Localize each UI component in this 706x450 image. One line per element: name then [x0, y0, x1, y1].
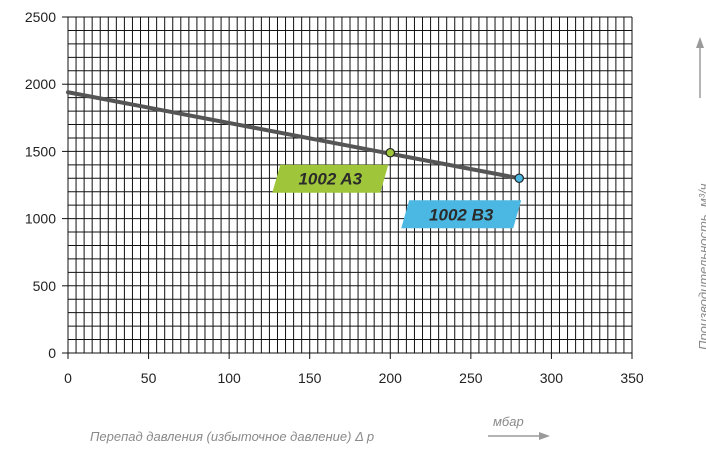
marker-point [514, 173, 524, 184]
y-tick-label: 1000 [25, 211, 56, 227]
series-line [66, 90, 522, 181]
marker-tags: 1002 A3 1002 B3 [272, 164, 522, 229]
y-tick-label: 2500 [25, 9, 56, 25]
marker-tag-label: 1002 A3 [298, 170, 362, 189]
x-tick-label: 50 [141, 370, 157, 386]
y-tick-label: 1500 [25, 143, 56, 159]
marker-tag: 1002 A3 [272, 164, 389, 193]
y-tick-label: 500 [33, 278, 57, 294]
marker-tag: 1002 B3 [401, 200, 522, 229]
marker-points [385, 147, 524, 184]
x-tick-label: 150 [298, 370, 322, 386]
y-tick-label: 0 [48, 345, 56, 361]
x-axis-arrow-icon [488, 432, 550, 440]
y-axis-arrow-icon [696, 37, 704, 98]
x-tick-label: 250 [459, 370, 483, 386]
marker-tag-background [272, 164, 389, 193]
x-tick-label: 300 [540, 370, 564, 386]
x-axis-label: Перепад давления (избыточное давление) Δ… [90, 429, 374, 444]
x-tick-label: 350 [620, 370, 644, 386]
marker-tag-label: 1002 B3 [429, 205, 494, 224]
y-tick-label: 2000 [25, 76, 56, 92]
marker-point [385, 147, 396, 158]
x-axis-unit: мбар [493, 414, 524, 429]
x-tick-label: 200 [379, 370, 403, 386]
y-tick-labels: 0 500 1000 1500 2000 2500 [25, 9, 56, 361]
x-tick-labels: 0 50 100 150 200 250 300 350 [64, 370, 644, 386]
axes [62, 16, 633, 359]
x-tick-label: 0 [64, 370, 72, 386]
x-tick-label: 100 [217, 370, 241, 386]
series-layer [66, 90, 522, 181]
y-axis-label: Производительность, м³/ч [696, 183, 706, 350]
marker-tag-background [401, 200, 522, 229]
